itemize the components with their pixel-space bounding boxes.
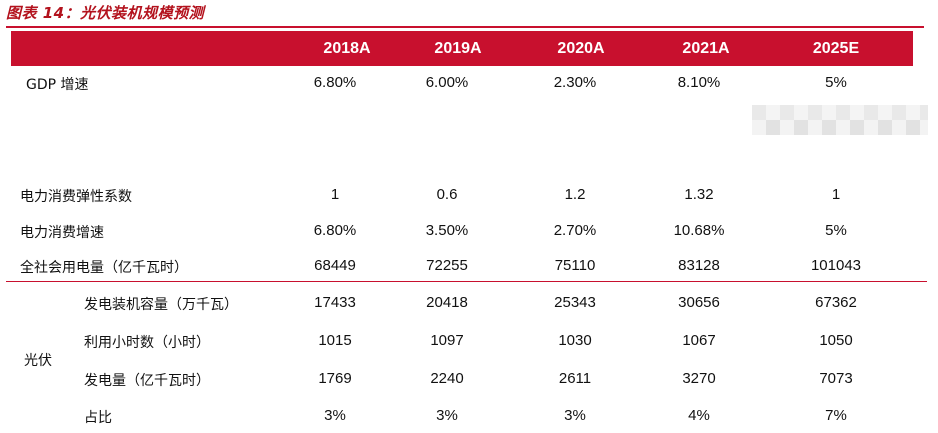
table-header: 2018A 2019A 2020A 2021A 2025E <box>11 31 913 66</box>
table-cell: 1769 <box>318 370 352 387</box>
section-divider <box>6 281 927 282</box>
table-cell: 1050 <box>819 332 853 349</box>
table-cell: 6.80% <box>313 222 357 239</box>
row-label-gdp: GDP 增速 <box>26 77 89 93</box>
row-label-installed-capacity: 发电装机容量（万千瓦） <box>84 297 238 313</box>
header-year-2019: 2019A <box>434 40 482 57</box>
table-cell: 101043 <box>810 257 862 274</box>
table-cell: 72255 <box>426 257 468 274</box>
table-cell: 1097 <box>430 332 464 349</box>
table-cell: 3% <box>564 407 586 424</box>
header-year-2025: 2025E <box>812 40 860 57</box>
figure-title: 图表 14：光伏装机规模预测 <box>6 4 205 22</box>
table-cell: 1067 <box>682 332 716 349</box>
table-cell: 1.32 <box>684 186 714 203</box>
table-cell: 2611 <box>558 370 592 387</box>
table-cell: 67362 <box>815 294 857 311</box>
header-year-2021: 2021A <box>682 40 730 57</box>
table-cell: 5% <box>825 222 847 239</box>
table-cell: 8.10% <box>677 74 721 91</box>
table-cell: 25343 <box>554 294 596 311</box>
table-cell: 20418 <box>426 294 468 311</box>
table-cell: 5% <box>825 74 847 91</box>
row-label-total-electricity: 全社会用电量（亿千瓦时） <box>20 260 188 276</box>
table-cell: 3% <box>324 407 346 424</box>
table-cell: 75110 <box>554 257 596 274</box>
table-cell: 17433 <box>314 294 356 311</box>
table-cell: 6.80% <box>313 74 357 91</box>
table-cell: 3270 <box>682 370 716 387</box>
table-cell: 3% <box>436 407 458 424</box>
table-cell: 7073 <box>819 370 853 387</box>
table-cell: 0.6 <box>436 186 458 203</box>
table-cell: 1 <box>831 186 841 203</box>
row-label-elasticity: 电力消费弹性系数 <box>20 189 132 205</box>
title-rule <box>6 26 924 28</box>
table-cell: 2.70% <box>553 222 597 239</box>
header-year-2020: 2020A <box>557 40 605 57</box>
table-cell: 68449 <box>314 257 356 274</box>
header-year-2018: 2018A <box>323 40 371 57</box>
pv-group-label: 光伏 <box>24 353 52 369</box>
table-cell: 1030 <box>558 332 592 349</box>
table-cell: 83128 <box>678 257 720 274</box>
row-label-generation: 发电量（亿千瓦时） <box>84 373 210 389</box>
row-label-consumption-growth: 电力消费增速 <box>20 225 104 241</box>
table-cell: 30656 <box>678 294 720 311</box>
table-cell: 2240 <box>430 370 464 387</box>
table-cell: 1.2 <box>564 186 586 203</box>
table-cell: 7% <box>825 407 847 424</box>
blurred-watermark <box>752 105 928 135</box>
row-label-share: 占比 <box>84 410 112 426</box>
table-cell: 3.50% <box>425 222 469 239</box>
table-cell: 4% <box>688 407 710 424</box>
table-cell: 10.68% <box>673 222 725 239</box>
table-cell: 1 <box>330 186 340 203</box>
table-cell: 2.30% <box>553 74 597 91</box>
table-cell: 1015 <box>318 332 352 349</box>
row-label-utilization-hours: 利用小时数（小时） <box>84 335 210 351</box>
table-cell: 6.00% <box>425 74 469 91</box>
